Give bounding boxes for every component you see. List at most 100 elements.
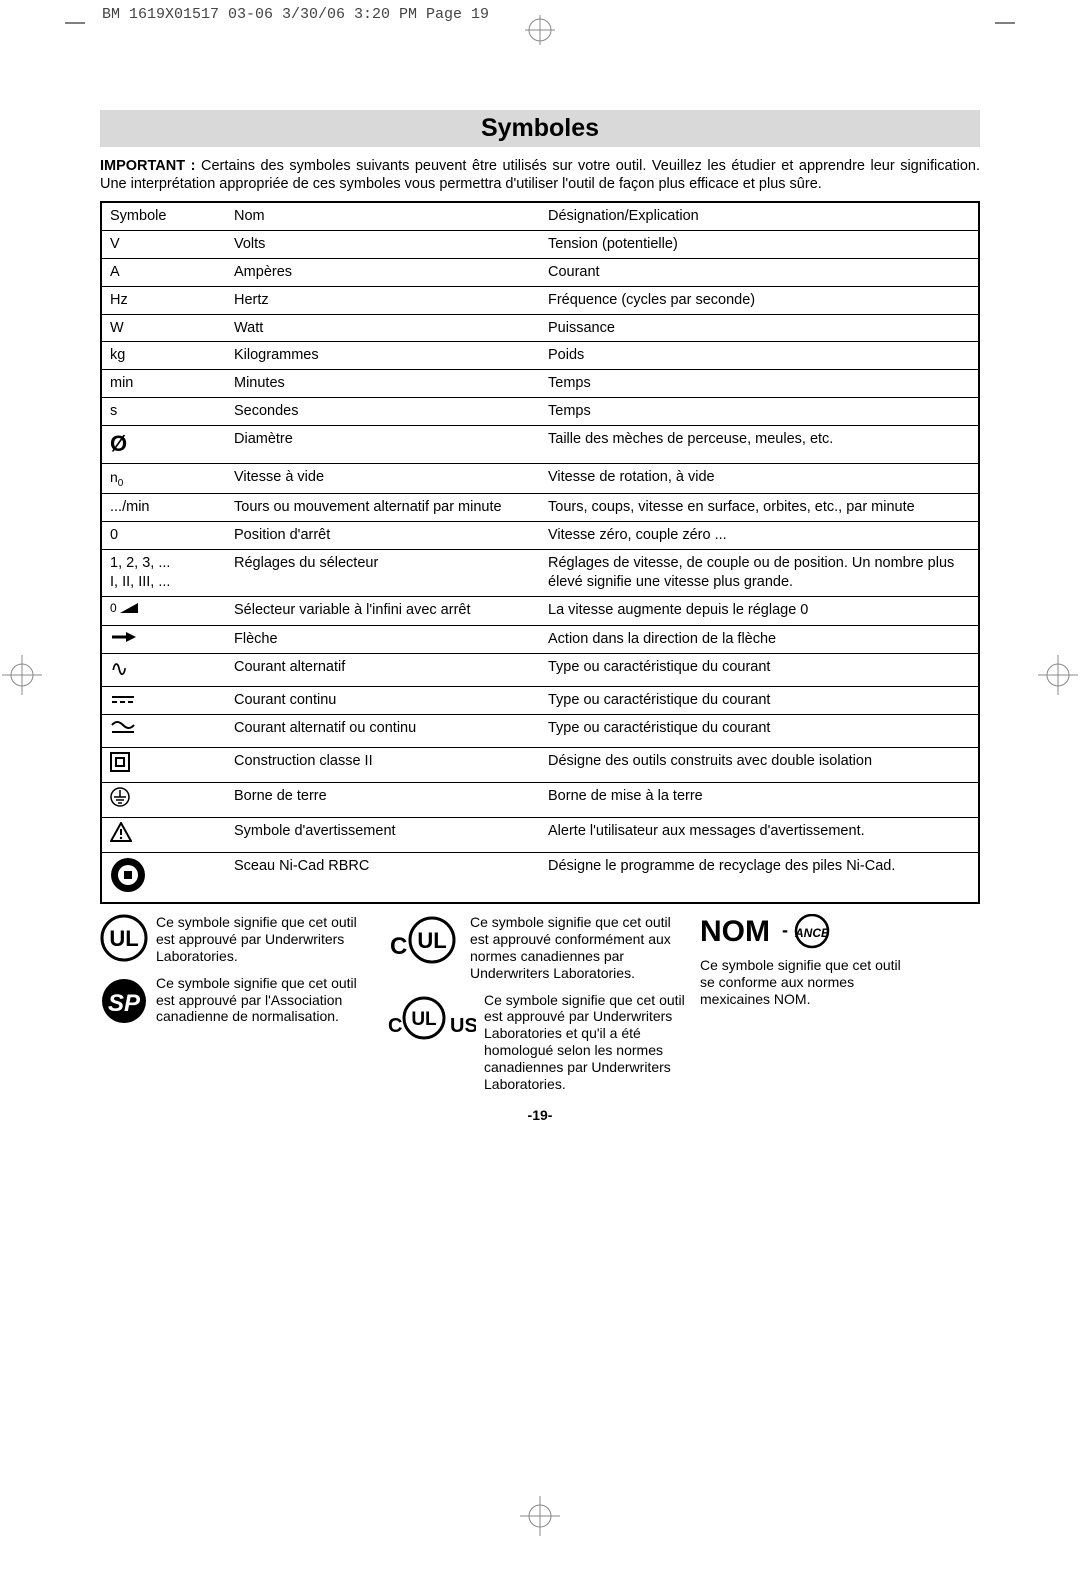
cert-cul-text: Ce symbole signifie que cet outil est ap… (470, 914, 690, 981)
description-cell: Vitesse zéro, couple zéro ... (540, 522, 979, 550)
page: BM 1619X01517 03-06 3/30/06 3:20 PM Page… (0, 0, 1080, 1591)
class2-icon (110, 760, 130, 776)
description-cell: Désignation/Explication (540, 202, 979, 230)
svg-text:ANCE: ANCE (794, 926, 830, 940)
symbol-cell: .../min (101, 494, 226, 522)
svg-text:SP: SP (108, 990, 141, 1017)
description-cell: Tension (potentielle) (540, 231, 979, 259)
selector-icon: 0 (110, 603, 140, 619)
document-header: BM 1619X01517 03-06 3/30/06 3:20 PM Page… (102, 6, 489, 23)
crop-marks-top (0, 22, 1080, 25)
table-row: ØDiamètreTaille des mèches de perceuse, … (101, 426, 979, 464)
symbol-cell: V (101, 231, 226, 259)
cert-cul: C UL Ce symbole signifie que cet outil es… (380, 914, 690, 981)
svg-text:UL: UL (109, 926, 138, 951)
name-cell: Tours ou mouvement alternatif par minute (226, 494, 540, 522)
table-row: minMinutesTemps (101, 370, 979, 398)
table-row: Courant continuType ou caractéristique d… (101, 687, 979, 715)
symbol-cell: Hz (101, 286, 226, 314)
certification-section: UL Ce symbole signifie que cet outil est… (100, 914, 980, 1092)
table-row: n0Vitesse à videVitesse de rotation, à v… (101, 463, 979, 494)
svg-text:C: C (388, 1015, 402, 1037)
name-cell: Réglages du sélecteur (226, 550, 540, 597)
symbol-cell: Ø (101, 426, 226, 464)
cert-nom: NOM - ANCE Ce symbole signifie que cet o… (700, 914, 910, 1007)
name-cell: Courant alternatif (226, 654, 540, 687)
symbol-cell (101, 747, 226, 782)
cert-csa-text: Ce symbole signifie que cet outil est ap… (156, 975, 370, 1025)
name-cell: Courant continu (226, 687, 540, 715)
description-cell: Puissance (540, 314, 979, 342)
description-cell: Type ou caractéristique du courant (540, 654, 979, 687)
symbol-cell (101, 625, 226, 654)
table-row: FlècheAction dans la direction de la flè… (101, 625, 979, 654)
intro-rest: Certains des symboles suivants peuvent ê… (100, 158, 980, 192)
table-row: 0 Sélecteur variable à l'infini avec arrê… (101, 596, 979, 625)
symbol-cell: 0 (101, 522, 226, 550)
description-cell: Temps (540, 398, 979, 426)
svg-text:0: 0 (110, 601, 117, 615)
description-cell: Temps (540, 370, 979, 398)
name-cell: Secondes (226, 398, 540, 426)
dc-icon (110, 692, 136, 708)
earth-icon (110, 795, 130, 811)
cert-culus-text: Ce symbole signifie que cet outil est ap… (484, 992, 690, 1093)
name-cell: Sélecteur variable à l'infini avec arrêt (226, 596, 540, 625)
name-cell: Watt (226, 314, 540, 342)
table-row: HzHertzFréquence (cycles par seconde) (101, 286, 979, 314)
name-cell: Ampères (226, 258, 540, 286)
name-cell: Vitesse à vide (226, 463, 540, 494)
name-cell: Sceau Ni-Cad RBRC (226, 852, 540, 903)
symbol-cell (101, 852, 226, 903)
page-title: Symboles (100, 110, 980, 147)
ul-logo-icon: UL (100, 914, 148, 962)
symbol-cell: min (101, 370, 226, 398)
nom-logo-icon: NOM - ANCE (700, 914, 840, 950)
page-number: -19- (100, 1107, 980, 1123)
symbols-table: SymboleNomDésignation/ExplicationVVoltsT… (100, 201, 980, 904)
description-cell: Désigne le programme de recyclage des pi… (540, 852, 979, 903)
csa-logo-icon: SP (100, 975, 148, 1027)
svg-text:US: US (450, 1015, 476, 1037)
description-cell: Taille des mèches de perceuse, meules, e… (540, 426, 979, 464)
name-cell: Position d'arrêt (226, 522, 540, 550)
symbol-cell: ∿ (101, 654, 226, 687)
name-cell: Nom (226, 202, 540, 230)
intro-bold: IMPORTANT : (100, 158, 195, 174)
description-cell: Vitesse de rotation, à vide (540, 463, 979, 494)
name-cell: Symbole d'avertissement (226, 817, 540, 852)
symbol-cell: A (101, 258, 226, 286)
symbol-cell (101, 687, 226, 715)
cul-logo-icon: C UL (380, 914, 462, 966)
registration-mark-top (525, 15, 555, 45)
name-cell: Flèche (226, 625, 540, 654)
name-cell: Minutes (226, 370, 540, 398)
table-row: Courant alternatif ou continuType ou car… (101, 715, 979, 748)
svg-text:NOM: NOM (700, 915, 770, 948)
svg-text:C: C (390, 933, 407, 960)
svg-text:-: - (782, 920, 788, 940)
table-row: ∿ Courant alternatifType ou caractéristiq… (101, 654, 979, 687)
description-cell: La vitesse augmente depuis le réglage 0 (540, 596, 979, 625)
arrow-icon (110, 632, 136, 648)
symbol-cell: s (101, 398, 226, 426)
symbol-cell: Symbole (101, 202, 226, 230)
symbol-cell (101, 817, 226, 852)
name-cell: Kilogrammes (226, 342, 540, 370)
symbol-cell: 1, 2, 3, ... I, II, III, ... (101, 550, 226, 597)
table-row: 1, 2, 3, ... I, II, III, ...Réglages du … (101, 550, 979, 597)
ac-icon: ∿ (110, 664, 128, 680)
svg-text:UL: UL (417, 928, 446, 953)
acdc-icon (110, 725, 136, 741)
table-row: Symbole d'avertissementAlerte l'utilisat… (101, 817, 979, 852)
description-cell: Type ou caractéristique du courant (540, 687, 979, 715)
table-row: sSecondesTemps (101, 398, 979, 426)
table-row: VVoltsTension (potentielle) (101, 231, 979, 259)
intro-paragraph: IMPORTANT : Certains des symboles suivan… (100, 157, 980, 193)
table-row: AAmpèresCourant (101, 258, 979, 286)
description-cell: Alerte l'utilisateur aux messages d'aver… (540, 817, 979, 852)
content-area: Symboles IMPORTANT : Certains des symbol… (100, 110, 980, 1123)
registration-mark-bottom (520, 1496, 560, 1536)
rbrc-icon (110, 881, 146, 897)
name-cell: Courant alternatif ou continu (226, 715, 540, 748)
